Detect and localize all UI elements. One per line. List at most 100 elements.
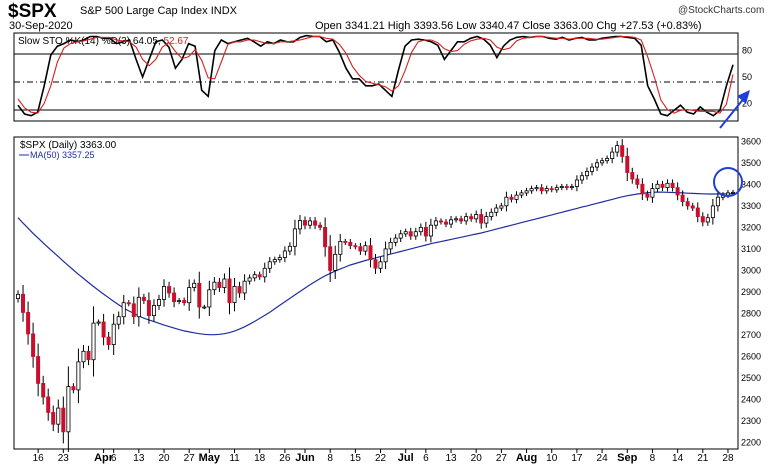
x-tick-label: Sep xyxy=(617,452,637,464)
candle-body xyxy=(106,336,111,346)
candle xyxy=(15,290,20,303)
candle-body xyxy=(313,220,318,226)
candle-body xyxy=(579,175,584,181)
candle xyxy=(655,180,660,193)
candle-body xyxy=(91,322,96,361)
candle-body xyxy=(136,296,141,318)
x-tick-label: Jun xyxy=(295,452,315,464)
candle xyxy=(600,157,605,166)
candle-body xyxy=(726,192,731,196)
candle-body xyxy=(529,188,534,192)
x-tick-label: 6 xyxy=(423,453,429,464)
candle-body xyxy=(217,281,222,289)
candle-body xyxy=(307,220,312,226)
candle xyxy=(459,215,464,224)
candle-body xyxy=(469,216,474,220)
candle xyxy=(625,147,630,182)
candle xyxy=(650,183,655,203)
price-tick-label: 2200 xyxy=(741,438,761,448)
candle xyxy=(192,279,197,292)
candle xyxy=(71,383,76,394)
candle xyxy=(131,296,136,324)
candle-body xyxy=(61,407,66,433)
candle-body xyxy=(146,300,151,317)
candle-body xyxy=(448,219,453,225)
candle-body xyxy=(156,299,161,306)
candle-body xyxy=(126,302,131,305)
price-tick-label: 2500 xyxy=(741,373,761,383)
chart-date: 30-Sep-2020 xyxy=(9,20,73,32)
x-tick-label: 8 xyxy=(650,453,656,464)
candle-body xyxy=(605,158,610,162)
candle xyxy=(509,194,514,203)
candle xyxy=(202,304,207,310)
x-tick-label: 15 xyxy=(350,453,362,464)
candle-body xyxy=(388,241,393,250)
candle xyxy=(479,208,484,229)
candle-body xyxy=(197,282,202,308)
candle xyxy=(454,216,459,223)
candle-body xyxy=(585,170,590,177)
candle-body xyxy=(207,289,212,308)
candle-body xyxy=(574,179,579,187)
candle xyxy=(307,217,312,230)
candle xyxy=(31,322,36,368)
candle-body xyxy=(685,201,690,207)
candle-body xyxy=(15,293,20,299)
candle-body xyxy=(333,253,338,271)
candle xyxy=(333,245,338,280)
candle-body xyxy=(464,216,469,222)
candle-body xyxy=(655,183,660,190)
x-tick-label: 20 xyxy=(471,453,483,464)
candle-body xyxy=(524,190,529,194)
price-tick-label: 3100 xyxy=(741,244,761,254)
candle xyxy=(262,262,267,283)
candle-body xyxy=(700,216,705,223)
candle-body xyxy=(554,187,559,191)
candle-body xyxy=(650,188,655,198)
candle-body xyxy=(20,293,25,313)
candle-body xyxy=(504,196,509,207)
x-tick-label: Apr xyxy=(94,452,114,464)
candle xyxy=(353,243,358,250)
candle xyxy=(116,311,121,330)
candle-body xyxy=(131,303,136,318)
candle-body xyxy=(731,191,736,194)
candle xyxy=(318,222,323,231)
candle-body xyxy=(121,302,126,318)
candle xyxy=(348,238,353,250)
candle xyxy=(448,215,453,229)
candle-body xyxy=(373,259,378,269)
candle-body xyxy=(116,316,121,325)
candle xyxy=(690,202,695,212)
candle xyxy=(76,348,81,404)
candle-body xyxy=(353,245,358,248)
price-legend-symbol: $SPX (Daily) 3363.00 xyxy=(20,140,117,151)
candle xyxy=(242,274,247,300)
candle-body xyxy=(86,350,91,361)
candle-body xyxy=(81,350,86,363)
candle-body xyxy=(514,194,519,200)
candle-body xyxy=(167,286,172,294)
x-tick-label: 22 xyxy=(375,453,387,464)
candle xyxy=(630,167,635,184)
candle-body xyxy=(423,226,428,237)
candle-body xyxy=(71,386,76,391)
candle xyxy=(172,287,177,308)
candle-body xyxy=(51,411,56,425)
candle xyxy=(615,140,620,157)
candle xyxy=(343,238,348,246)
x-tick-label: 24 xyxy=(597,453,609,464)
candle-body xyxy=(544,188,549,192)
candle xyxy=(579,171,584,184)
candle-body xyxy=(297,220,302,230)
candle xyxy=(272,256,277,265)
candle-body xyxy=(474,214,479,220)
candle xyxy=(101,313,106,346)
candle xyxy=(408,227,413,240)
candle-body xyxy=(383,248,388,263)
candle xyxy=(232,277,237,312)
candle-body xyxy=(277,257,282,261)
candle xyxy=(66,366,71,453)
candle xyxy=(136,287,141,327)
